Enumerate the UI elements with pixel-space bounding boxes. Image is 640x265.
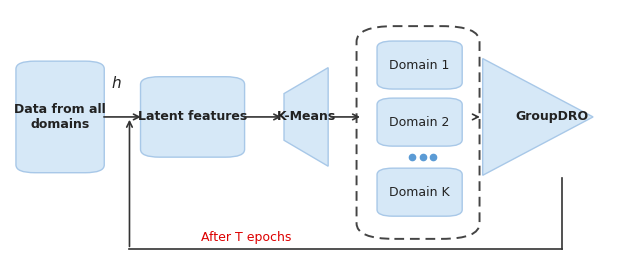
FancyBboxPatch shape bbox=[16, 61, 104, 173]
Polygon shape bbox=[284, 68, 328, 166]
Text: Domain K: Domain K bbox=[389, 186, 450, 199]
FancyBboxPatch shape bbox=[377, 168, 462, 216]
Text: h: h bbox=[111, 76, 121, 91]
Text: Domain 2: Domain 2 bbox=[389, 116, 450, 129]
FancyBboxPatch shape bbox=[141, 77, 244, 157]
Text: Latent features: Latent features bbox=[138, 111, 247, 123]
FancyBboxPatch shape bbox=[377, 98, 462, 146]
Text: After T epochs: After T epochs bbox=[201, 231, 291, 244]
Polygon shape bbox=[483, 59, 593, 175]
Text: Domain 1: Domain 1 bbox=[389, 59, 450, 72]
Text: GroupDRO: GroupDRO bbox=[515, 111, 589, 123]
Text: Data from all
domains: Data from all domains bbox=[14, 103, 106, 131]
FancyBboxPatch shape bbox=[377, 41, 462, 89]
Text: K-Means: K-Means bbox=[276, 111, 336, 123]
